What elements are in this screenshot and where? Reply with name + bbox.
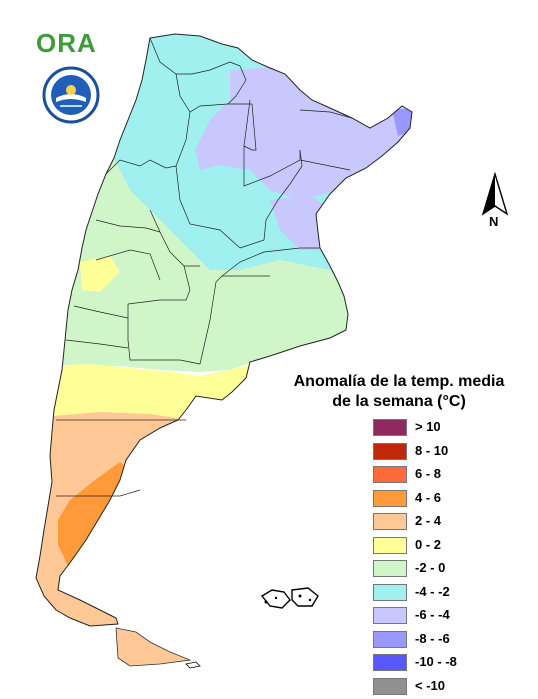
legend-label: -6 - -4: [415, 607, 450, 622]
legend-label: < -10: [415, 677, 445, 693]
legend-label: 4 - 6: [415, 489, 442, 505]
legend-swatch: [373, 489, 407, 507]
smn-seal-icon: [42, 66, 100, 124]
legend-title-line2: de la semana (°C): [332, 393, 466, 410]
legend-swatch: [373, 442, 407, 460]
legend-label: -10 - -8: [415, 654, 457, 669]
north-arrow-icon: [481, 172, 509, 216]
legend-label: -8 - -6: [415, 630, 450, 646]
legend-label: 0 - 2: [415, 536, 442, 552]
legend-label: -2 - 0: [415, 560, 446, 575]
legend-swatch: [373, 654, 407, 671]
legend-label: 6 - 8: [415, 466, 442, 481]
legend-swatch: [373, 560, 407, 577]
legend-swatch: [373, 583, 407, 601]
legend-label: 2 - 4: [415, 513, 442, 528]
legend-label: 8 - 10: [415, 442, 449, 458]
legend-swatch: [373, 630, 407, 648]
legend-swatch: [373, 513, 407, 530]
ora-logo-text: ORA: [36, 28, 97, 58]
legend-title: Anomalía de la temp. media de la semana …: [272, 372, 526, 412]
legend-swatch: [373, 466, 407, 483]
legend-swatch: [373, 677, 407, 695]
legend-swatch: [373, 419, 407, 436]
north-label: N: [489, 214, 499, 229]
legend-label: -4 - -2: [415, 583, 450, 599]
ora-logo: ORA: [36, 28, 97, 59]
legend-swatch: [373, 607, 407, 624]
legend-title-line1: Anomalía de la temp. media: [293, 373, 505, 390]
legend-swatch: [373, 536, 407, 554]
legend-label: > 10: [415, 419, 441, 434]
